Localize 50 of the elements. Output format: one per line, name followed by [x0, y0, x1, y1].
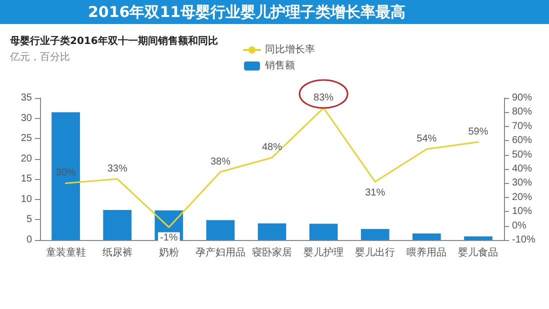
- y-tick-label: 15: [20, 174, 32, 185]
- data-label: 33%: [107, 163, 128, 174]
- y-tick-label: 0: [26, 234, 32, 246]
- data-label: -1%: [160, 232, 178, 244]
- x-tick-label: 婴儿护理: [304, 246, 344, 258]
- y-tick-label: 30: [20, 112, 32, 124]
- chart-subtitle: 母婴行业子类2016年双十一期间销售额和同比: [10, 34, 218, 48]
- data-label: 31%: [365, 187, 386, 198]
- x-tick-label: 童装童鞋: [46, 246, 86, 258]
- x-tick-label: 喂养用品: [406, 246, 447, 258]
- legend-label: 销售额: [264, 60, 295, 72]
- data-label: 30%: [56, 168, 76, 179]
- bar: [103, 210, 132, 240]
- data-label: 48%: [262, 142, 282, 154]
- y2-tick-label: 10%: [512, 206, 532, 218]
- y2-tick-label: -10%: [512, 234, 536, 246]
- bar: [258, 223, 286, 240]
- y2-tick-label: 90%: [512, 92, 532, 104]
- y2-tick-label: 20%: [512, 192, 532, 203]
- x-tick-label: 婴儿食品: [458, 246, 498, 258]
- x-tick-label: 寝卧家居: [252, 246, 292, 258]
- y-tick-label: 20: [20, 153, 32, 164]
- data-label: 59%: [468, 126, 488, 138]
- data-label: 83%: [314, 92, 334, 104]
- data-label: 54%: [416, 134, 437, 145]
- bar: [412, 234, 441, 240]
- y2-tick-label: 50%: [512, 149, 532, 160]
- y2-tick-label: 70%: [512, 120, 532, 132]
- bar: [206, 220, 235, 240]
- y-tick-label: 5: [26, 214, 32, 226]
- data-label: 38%: [210, 156, 231, 168]
- bar: [464, 236, 492, 240]
- chart-title: 2016年双11母婴行业婴儿护理子类增长率最高: [0, 0, 549, 24]
- legend-label: 同比增长率: [265, 44, 315, 56]
- x-tick-label: 婴儿出行: [355, 246, 396, 258]
- y2-tick-label: 0%: [512, 220, 527, 232]
- bar: [52, 112, 80, 240]
- x-tick-label: 纸尿裤: [102, 246, 132, 258]
- y2-tick-label: 80%: [512, 106, 532, 118]
- text: 亿元，百分比: [10, 50, 70, 64]
- y2-tick-label: 30%: [512, 178, 532, 189]
- y-tick-label: 35: [20, 92, 32, 104]
- bar: [309, 224, 338, 240]
- y-tick-label: 10: [20, 194, 32, 205]
- y2-tick-label: 60%: [512, 135, 532, 146]
- bar: [360, 229, 390, 240]
- x-tick-label: 奶粉: [158, 246, 179, 258]
- y-tick-label: 25: [20, 133, 32, 144]
- x-tick-label: 孕产妇用品: [195, 246, 246, 258]
- y2-tick-label: 40%: [512, 164, 532, 174]
